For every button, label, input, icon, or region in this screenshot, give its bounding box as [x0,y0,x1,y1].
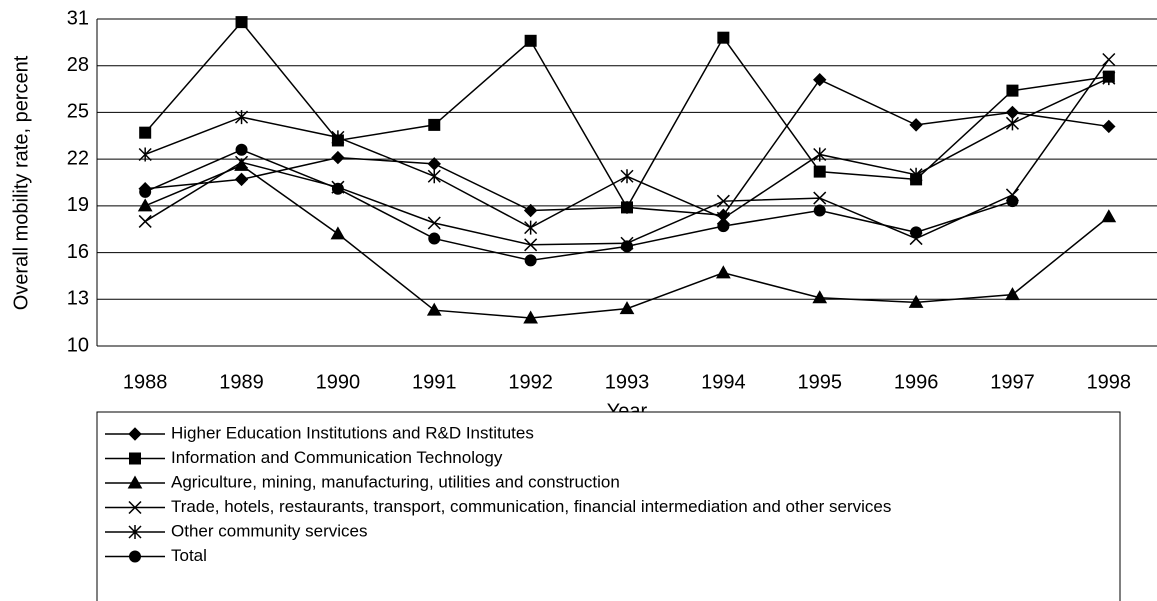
x-tick-label: 1994 [701,371,746,393]
marker [716,194,730,208]
marker [910,226,923,239]
marker [1102,119,1116,134]
legend-label: Total [171,546,207,565]
marker [427,216,441,230]
legend-box [96,411,1121,601]
legend: Higher Education Institutions and R&D In… [96,411,1121,601]
y-axis-label: Overall mobility rate, percent [10,55,32,310]
y-tick-label: 28 [67,54,89,76]
marker [1102,71,1116,86]
marker [128,525,142,539]
x-tick-label: 1993 [605,371,650,393]
marker [524,34,537,47]
marker [128,427,142,441]
legend-label: Information and Communication Technology [171,448,503,467]
marker [330,226,346,240]
marker [813,165,826,178]
marker [523,203,538,218]
legend-label: Higher Education Institutions and R&D In… [171,423,534,442]
marker [909,167,923,182]
marker [427,169,441,184]
marker [717,220,730,233]
marker [716,265,731,279]
marker [1005,287,1020,301]
marker [129,452,141,465]
marker [620,169,634,184]
marker [621,201,633,214]
y-tick-label: 25 [67,101,89,123]
marker [138,147,152,162]
x-tick-label: 1991 [412,371,457,393]
legend-label: Agriculture, mining, manufacturing, util… [171,472,620,491]
x-tick-label: 1989 [219,371,264,393]
x-tick-label: 1998 [1087,371,1132,393]
marker [331,150,345,165]
series-line [145,78,1109,216]
marker [1006,195,1019,208]
marker [137,198,153,212]
marker [235,110,249,125]
marker [1102,52,1116,67]
marker [426,302,442,316]
marker [428,232,441,245]
y-tick-label: 31 [67,7,89,29]
marker [331,182,344,195]
marker [138,214,152,228]
marker [129,550,141,563]
marker [908,294,924,308]
marker [234,172,249,187]
marker [812,290,828,304]
marker [524,238,538,252]
marker [235,16,248,29]
marker [717,31,730,44]
marker [619,301,635,315]
x-tick-label: 1988 [123,371,168,393]
marker [331,130,345,145]
marker [813,191,827,205]
marker [1101,209,1117,223]
marker [1005,116,1019,131]
marker [524,220,538,235]
y-tick-label: 13 [67,288,89,310]
marker [524,254,537,267]
x-tick-label: 1997 [990,371,1035,393]
marker [813,147,827,162]
marker [235,143,248,156]
marker [428,118,441,131]
marker [127,475,143,489]
marker [139,126,152,139]
marker [139,185,152,198]
x-tick-label: 1996 [894,371,939,393]
marker [813,73,827,87]
y-tick-label: 16 [67,241,89,263]
x-tick-label: 1995 [797,371,842,393]
marker [523,310,538,324]
series-line [144,148,1013,262]
x-tick-label: 1990 [316,371,361,393]
legend-label: Trade, hotels, restaurants, transport, c… [171,497,891,516]
y-tick-label: 22 [67,147,89,169]
marker [235,155,249,169]
marker [909,118,923,132]
marker [813,204,826,217]
x-tick-label: 1992 [508,371,553,393]
marker [1006,84,1019,97]
marker [128,500,142,515]
legend-label: Other community services [171,521,368,540]
y-tick-label: 19 [67,194,89,216]
marker [621,240,633,253]
y-tick-label: 10 [67,334,89,356]
